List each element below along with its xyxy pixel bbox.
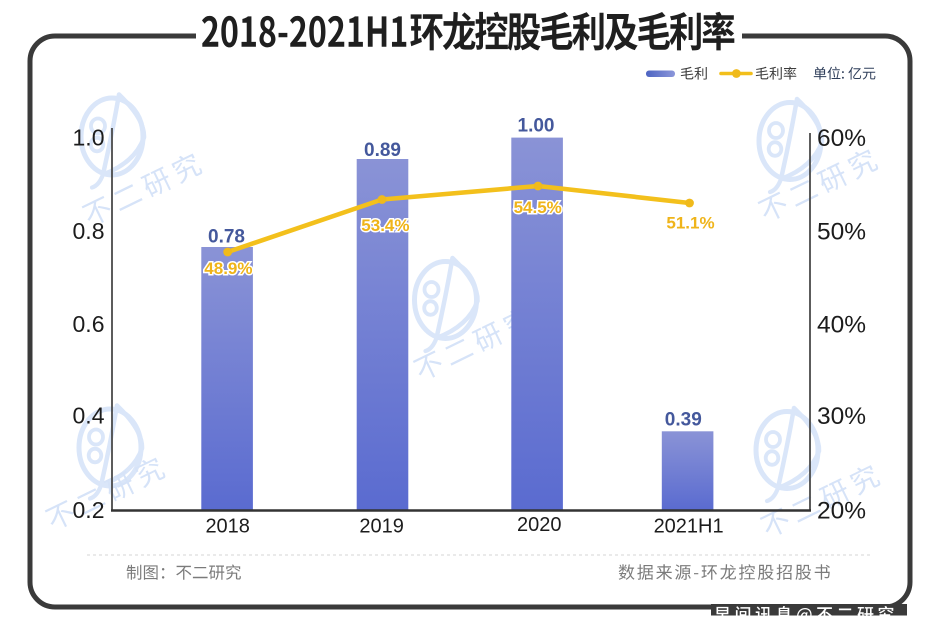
svg-text:54.5%: 54.5% xyxy=(514,198,562,217)
svg-text:0.78: 0.78 xyxy=(208,227,245,248)
svg-text:2020: 2020 xyxy=(517,514,562,536)
svg-text:53.4%: 53.4% xyxy=(361,216,409,235)
svg-text:0.89: 0.89 xyxy=(364,140,401,161)
svg-text:51.1%: 51.1% xyxy=(666,213,714,232)
svg-text:1.00: 1.00 xyxy=(518,116,555,137)
svg-text:2021H1: 2021H1 xyxy=(654,516,724,538)
svg-text:0.6: 0.6 xyxy=(73,311,105,337)
svg-text:0.4: 0.4 xyxy=(73,402,105,428)
svg-text:30%: 30% xyxy=(817,403,866,430)
svg-text:40%: 40% xyxy=(817,312,866,339)
svg-text:2019: 2019 xyxy=(359,516,404,538)
svg-text:1.0: 1.0 xyxy=(73,124,105,150)
svg-text:48.9%: 48.9% xyxy=(204,259,252,278)
svg-text:60%: 60% xyxy=(817,125,866,152)
svg-text:0.2: 0.2 xyxy=(73,497,105,523)
svg-text:0.8: 0.8 xyxy=(73,218,105,244)
svg-text:0.39: 0.39 xyxy=(665,410,702,431)
svg-text:2018: 2018 xyxy=(205,516,250,538)
svg-text:50%: 50% xyxy=(817,218,866,245)
svg-text:20%: 20% xyxy=(817,497,866,524)
